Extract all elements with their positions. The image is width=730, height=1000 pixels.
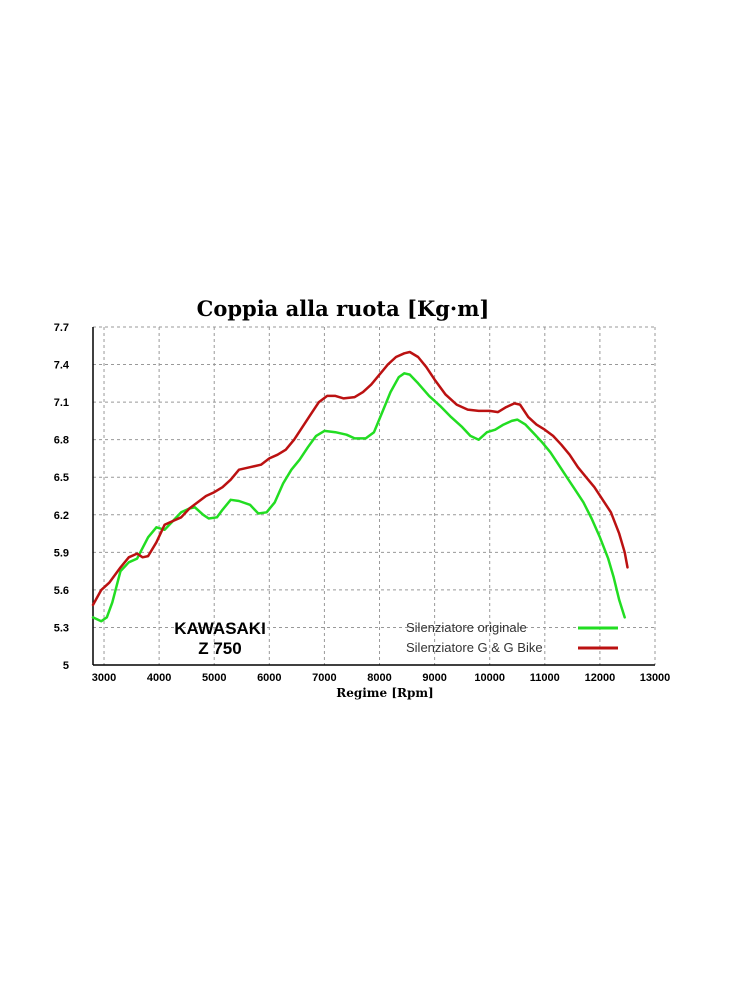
x-tick-label: 13000 (640, 672, 671, 684)
x-tick-label: 10000 (474, 672, 505, 684)
y-tick-label: 6.2 (54, 510, 69, 522)
x-tick-label: 3000 (92, 672, 116, 684)
x-tick-label: 4000 (147, 672, 171, 684)
y-tick-label: 5.3 (54, 622, 69, 634)
x-tick-label: 11000 (530, 672, 560, 684)
legend-label-ggbike: Silenziatore G & G Bike (406, 640, 543, 655)
chart-title: Coppia alla ruota [Kg·m] (197, 296, 490, 321)
x-tick-label: 5000 (202, 672, 226, 684)
y-tick-label: 5 (63, 660, 69, 672)
x-tick-label: 12000 (585, 672, 616, 684)
legend-label-original: Silenziatore originale (406, 620, 527, 635)
y-tick-label: 7.4 (54, 360, 70, 372)
x-tick-labels: 3000 4000 5000 6000 7000 8000 9000 10000 11000 12… (92, 672, 671, 684)
annotation-brand: KAWASAKI (174, 619, 266, 638)
y-tick-label: 5.9 (54, 547, 69, 559)
y-tick-label: 7.1 (54, 397, 69, 409)
plot-area (93, 327, 655, 665)
x-tick-label: 7000 (312, 672, 336, 684)
y-tick-label: 6.5 (54, 472, 69, 484)
y-tick-labels: 7.7 7.4 7.1 6.8 6.5 6.2 5.9 5.6 5.3 5 (54, 322, 70, 672)
y-tick-label: 6.8 (54, 435, 69, 447)
grid-lines (93, 326, 656, 665)
axes (92, 327, 655, 666)
legend: Silenziatore originale Silenziatore G & … (406, 620, 618, 655)
y-tick-label: 7.7 (54, 322, 69, 334)
series-lines (91, 350, 629, 623)
x-tick-label: 6000 (257, 672, 281, 684)
x-tick-label: 9000 (422, 672, 446, 684)
series-line-original (91, 372, 626, 623)
series-line-ggbike (91, 350, 629, 607)
annotation-model: Z 750 (198, 639, 241, 658)
x-axis-label: Regime [Rpm] (336, 686, 433, 700)
y-tick-label: 5.6 (54, 585, 69, 597)
x-tick-label: 8000 (367, 672, 391, 684)
